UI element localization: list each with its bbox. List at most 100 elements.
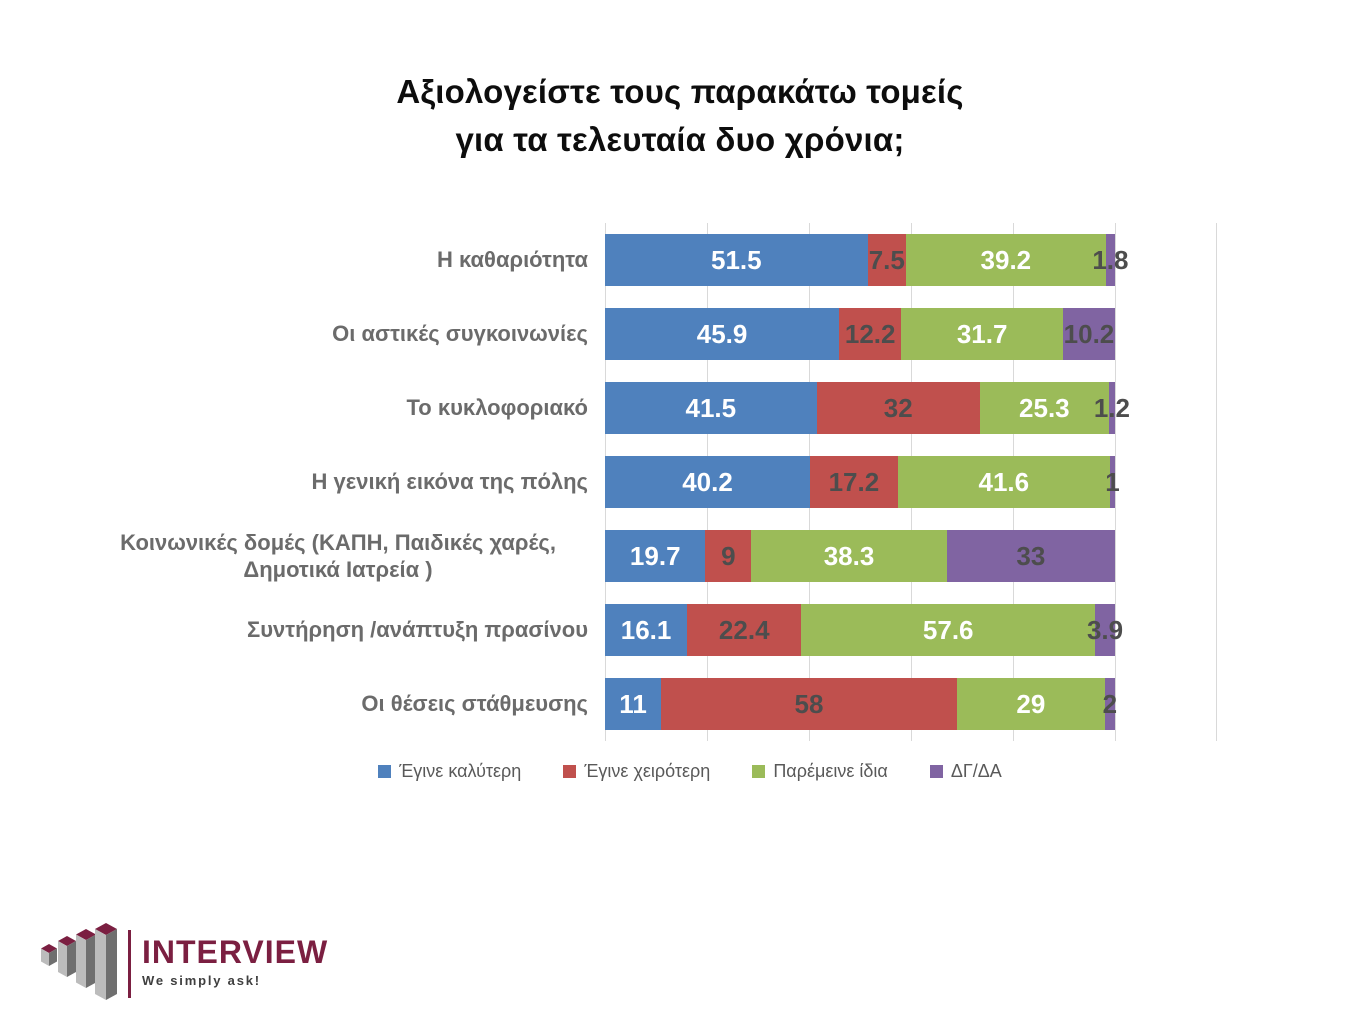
bar-track: 19.7 9 38.3 33	[605, 530, 1217, 582]
data-label: 40.2	[682, 467, 733, 497]
category-label-cell: Η γενική εικόνα της πόλης	[0, 468, 605, 496]
bar-segment: 9	[705, 530, 752, 582]
chart-row: Το κυκλοφοριακό 41.5 32 25.3 1.2	[0, 371, 1217, 445]
bar-segment: 3.9	[1087, 604, 1123, 656]
data-label: 41.6	[978, 467, 1030, 497]
category-label-cell: Οι αστικές συγκοινωνίες	[0, 320, 605, 348]
logo-name: INTERVIEW	[142, 934, 329, 970]
category-label: Οι θέσεις στάθμευσης	[361, 691, 588, 717]
legend-swatch-icon	[752, 765, 766, 778]
data-label: 45.9	[696, 319, 748, 349]
category-label-cell: Κοινωνικές δομές (ΚΑΠΗ, Παιδικές χαρές, …	[0, 529, 605, 584]
bar-segment: 12.2	[839, 308, 902, 360]
bar-track: 16.1 22.4 57.6 3.9	[605, 604, 1217, 656]
data-label: 9	[721, 541, 736, 571]
data-label: 19.7	[629, 541, 681, 571]
chart-row: Η καθαριότητα 51.5 7.5 39.2 1.8	[0, 223, 1217, 297]
chart-rows: Η καθαριότητα 51.5 7.5 39.2 1.8 Οι αστικές συ…	[0, 223, 1217, 741]
bar-segment: 45.9	[605, 308, 840, 360]
data-label: 58	[794, 689, 824, 719]
logo-tagline: We simply ask!	[142, 973, 261, 988]
data-label: 1.2	[1093, 393, 1130, 423]
data-label: 3.9	[1086, 615, 1124, 645]
category-label: Κοινωνικές δομές (ΚΑΠΗ, Παιδικές χαρές, …	[120, 529, 556, 583]
chart-legend: Έγινε καλύτερη Έγινε χειρότερη Παρέμεινε ί…	[130, 761, 1250, 782]
data-label: 17.2	[828, 467, 880, 497]
chart-row: Η γενική εικόνα της πόλης 40.2 17.2 41.6 1	[0, 445, 1217, 519]
bar-segment: 22.4	[687, 604, 802, 656]
logo-bars-icon	[41, 923, 117, 1000]
bar-segment: 1	[1105, 456, 1120, 508]
data-label: 12.2	[844, 319, 896, 349]
category-label: Το κυκλοφοριακό	[406, 395, 589, 421]
category-label: Οι αστικές συγκοινωνίες	[332, 321, 588, 347]
legend-label: Παρέμεινε ίδια	[773, 761, 888, 781]
bar-track: 45.9 12.2 31.7 10.2	[605, 308, 1217, 360]
legend-label: ΔΓ/ΔΑ	[950, 761, 1002, 781]
legend-item: Έγινε χειρότερη	[563, 761, 710, 782]
data-label: 51.5	[711, 245, 762, 275]
bar-segment: 58	[661, 678, 957, 730]
bar-segment: 40.2	[605, 456, 811, 508]
bar-segment: 10.2	[1062, 308, 1115, 360]
data-label: 11	[619, 689, 647, 719]
interview-logo: INTERVIEW We simply ask!	[36, 920, 328, 1004]
stacked-bar: 16.1 22.4 57.6 3.9	[605, 604, 1217, 656]
bar-segment: 41.5	[605, 382, 817, 434]
bar-segment: 19.7	[605, 530, 706, 582]
stacked-bar: 19.7 9 38.3 33	[605, 530, 1217, 582]
legend-label: Έγινε χειρότερη	[584, 761, 711, 781]
bar-track: 41.5 32 25.3 1.2	[605, 382, 1217, 434]
category-label-cell: Το κυκλοφοριακό	[0, 394, 605, 422]
chart-title-line-1: Αξιολογείστε τους παρακάτω τομείς	[396, 73, 964, 111]
category-label: Η γενική εικόνα της πόλης	[311, 469, 588, 495]
bar-segment: 41.6	[897, 456, 1110, 508]
legend-swatch-icon	[563, 765, 577, 778]
bar-segment: 11	[605, 678, 662, 730]
data-label: 16.1	[620, 615, 672, 645]
data-label: 22.4	[718, 615, 770, 645]
logo-text: INTERVIEW We simply ask!	[142, 936, 328, 988]
data-label: 1	[1105, 467, 1120, 497]
category-label: Η καθαριότητα	[436, 247, 588, 273]
legend-item: ΔΓ/ΔΑ	[929, 761, 1002, 782]
data-label: 57.6	[922, 615, 974, 645]
stacked-bar: 40.2 17.2 41.6 1	[605, 456, 1217, 508]
bar-segment: 25.3	[979, 382, 1109, 434]
legend-swatch-icon	[378, 765, 392, 778]
data-label: 2	[1102, 689, 1118, 719]
stacked-bar: 41.5 32 25.3 1.2	[605, 382, 1217, 434]
data-label: 1.8	[1092, 245, 1129, 275]
bar-segment: 2	[1102, 678, 1118, 730]
chart-row: Οι θέσεις στάθμευσης 11 58 29 2	[0, 667, 1217, 741]
category-label-cell: Η καθαριότητα	[0, 246, 605, 274]
data-label: 10.2	[1063, 319, 1115, 349]
data-label: 39.2	[980, 245, 1032, 275]
bar-segment: 39.2	[905, 234, 1106, 286]
data-label: 29	[1016, 689, 1046, 719]
legend-swatch-icon	[929, 765, 943, 778]
bar-segment: 1.2	[1094, 382, 1130, 434]
bar-segment: 32	[816, 382, 980, 434]
data-label: 38.3	[823, 541, 875, 571]
data-label: 25.3	[1019, 393, 1070, 423]
stacked-bar-chart: Η καθαριότητα 51.5 7.5 39.2 1.8 Οι αστικές συ…	[0, 223, 1217, 741]
bar-track: 11 58 29 2	[605, 678, 1217, 730]
category-label-cell: Οι θέσεις στάθμευσης	[0, 690, 605, 718]
legend-item: Έγινε καλύτερη	[378, 761, 521, 782]
bar-track: 51.5 7.5 39.2 1.8	[605, 234, 1217, 286]
bar-segment: 31.7	[901, 308, 1063, 360]
data-label: 41.5	[685, 393, 737, 423]
data-label: 32	[883, 393, 913, 423]
bar-segment: 1.8	[1092, 234, 1128, 286]
category-label: Συντήρηση /ανάπτυξη πρασίνου	[247, 617, 588, 643]
bar-segment: 38.3	[751, 530, 947, 582]
data-label: 31.7	[956, 319, 1008, 349]
bar-segment: 33	[946, 530, 1115, 582]
bar-track: 40.2 17.2 41.6 1	[605, 456, 1217, 508]
stacked-bar: 51.5 7.5 39.2 1.8	[605, 234, 1217, 286]
legend-label: Έγινε καλύτερη	[399, 761, 522, 781]
chart-title-line-2: για τα τελευταία δυο χρόνια;	[455, 120, 905, 158]
data-label: 33	[1016, 541, 1046, 571]
